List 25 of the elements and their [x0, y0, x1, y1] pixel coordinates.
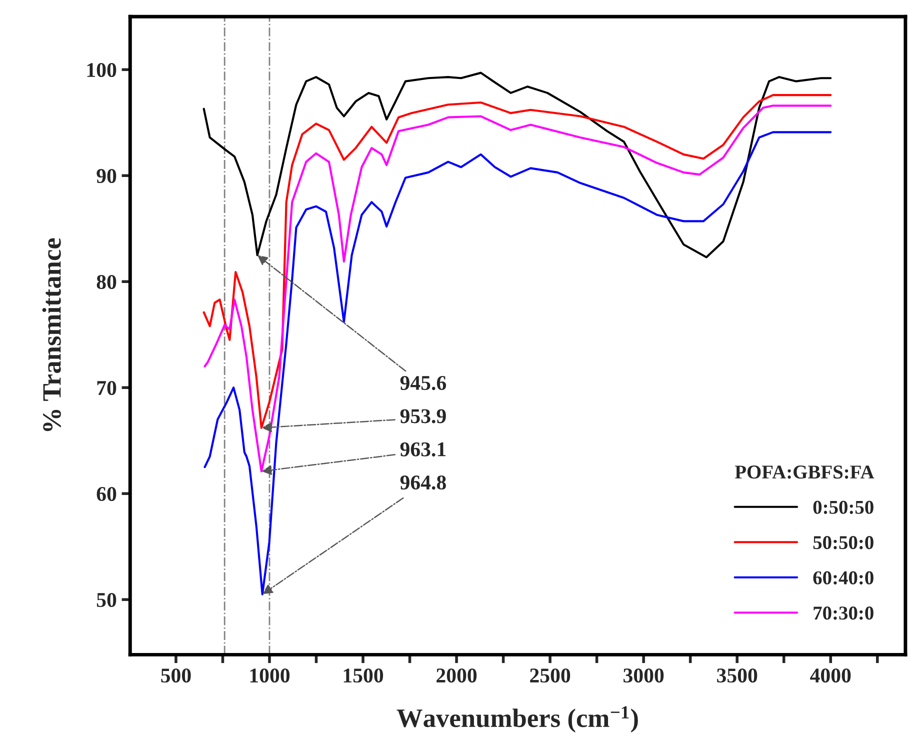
annotation: 964.8	[400, 475, 446, 490]
x-tick-label: 4000	[810, 668, 851, 683]
x-tick-label: 1000	[250, 668, 290, 683]
legend-label: 0:50:50	[813, 500, 874, 514]
legend-label: 60:40:0	[813, 571, 874, 584]
y-tick-label: 90	[96, 168, 116, 184]
y-tick-label: 100	[87, 63, 116, 78]
x-tick-label: 2500	[530, 668, 570, 683]
y-tick-label: 60	[96, 486, 116, 502]
x-tick-label: 3000	[624, 668, 664, 683]
y-axis-title: % Transmittance	[42, 238, 61, 432]
x-tick-label: 500	[161, 668, 191, 683]
y-tick-label: 50	[96, 592, 116, 608]
y-tick-label: 80	[96, 274, 116, 290]
x-tick-label: 1500	[344, 668, 384, 683]
legend-label: 50:50:0	[813, 536, 874, 550]
annotation: 953.9	[400, 409, 446, 424]
x-axis-title: Wavenumbers (cm$^{−1}$)	[396, 706, 638, 733]
legend-title: POFA:GBFS:FA	[734, 466, 874, 479]
x-tick-label: 2000	[436, 668, 477, 683]
annotation: 945.6	[400, 376, 446, 390]
annotation: 963.1	[400, 442, 446, 456]
legend-label: 70:30:0	[814, 606, 874, 620]
x-tick-label: 3500	[717, 668, 758, 683]
y-tick-label: 70	[97, 380, 116, 396]
